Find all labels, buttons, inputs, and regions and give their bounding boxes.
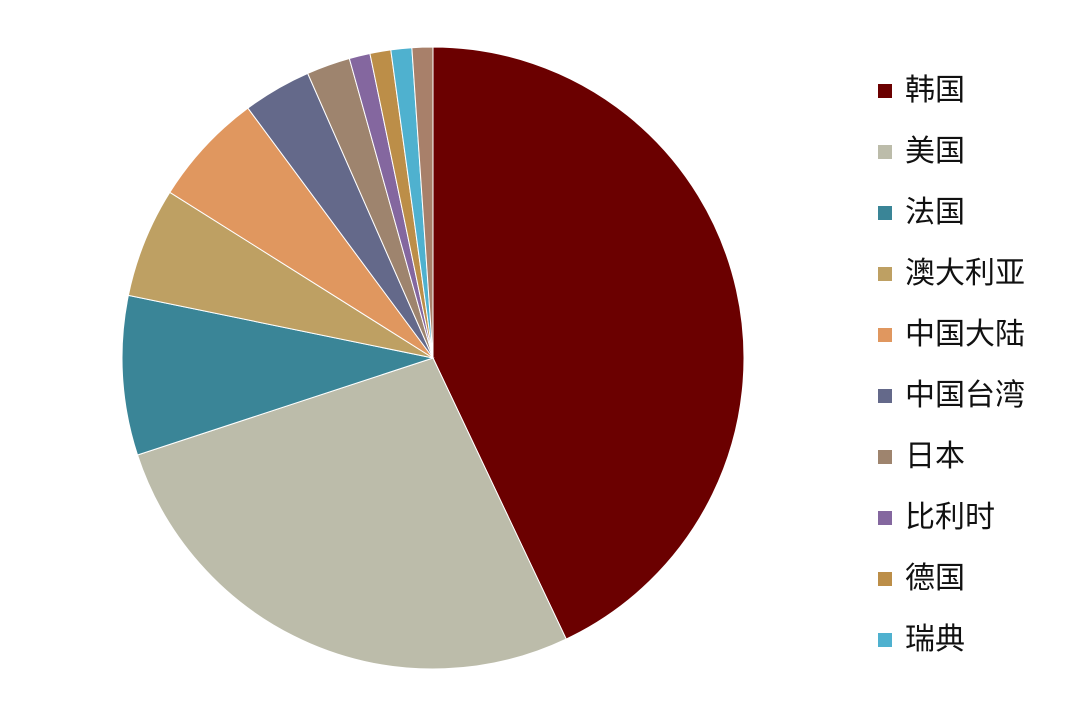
legend-item: 日本 bbox=[878, 426, 1068, 487]
legend-item: 德国 bbox=[878, 548, 1068, 609]
pie-slice-2 bbox=[121, 294, 435, 456]
legend-label: 日本 bbox=[905, 438, 965, 474]
legend-label: 法国 bbox=[905, 194, 965, 230]
legend-swatch bbox=[878, 144, 892, 159]
legend-item: 美国 bbox=[878, 121, 1068, 182]
legend-label: 瑞典 bbox=[905, 621, 965, 657]
legend-swatch bbox=[878, 327, 892, 342]
legend-item: 中国台湾 bbox=[878, 365, 1068, 426]
legend-label: 德国 bbox=[905, 560, 965, 596]
pie-slice-10 bbox=[411, 46, 434, 359]
legend-swatch bbox=[878, 205, 892, 220]
legend-item: 法国 bbox=[878, 182, 1068, 243]
legend-label: 中国大陆 bbox=[905, 316, 1025, 352]
legend-item: 韩国 bbox=[878, 60, 1068, 121]
legend-label: 韩国 bbox=[905, 72, 965, 108]
legend-item: 中国大陆 bbox=[878, 304, 1068, 365]
legend: 韩国美国法国澳大利亚中国大陆中国台湾日本比利时德国瑞典 bbox=[878, 60, 1068, 670]
legend-label: 美国 bbox=[905, 133, 965, 169]
legend-item: 澳大利亚 bbox=[878, 243, 1068, 304]
legend-swatch bbox=[878, 388, 892, 403]
legend-label: 比利时 bbox=[905, 499, 995, 535]
pie-slice-0 bbox=[432, 46, 745, 640]
legend-swatch bbox=[878, 83, 892, 98]
legend-label: 澳大利亚 bbox=[905, 255, 1025, 291]
legend-item: 瑞典 bbox=[878, 609, 1068, 670]
legend-swatch bbox=[878, 266, 892, 281]
pie-slice-1 bbox=[136, 357, 567, 670]
legend-swatch bbox=[878, 632, 892, 647]
legend-item: 比利时 bbox=[878, 487, 1068, 548]
legend-label: 中国台湾 bbox=[905, 377, 1025, 413]
legend-swatch bbox=[878, 571, 892, 586]
legend-swatch bbox=[878, 449, 892, 464]
legend-swatch bbox=[878, 510, 892, 525]
